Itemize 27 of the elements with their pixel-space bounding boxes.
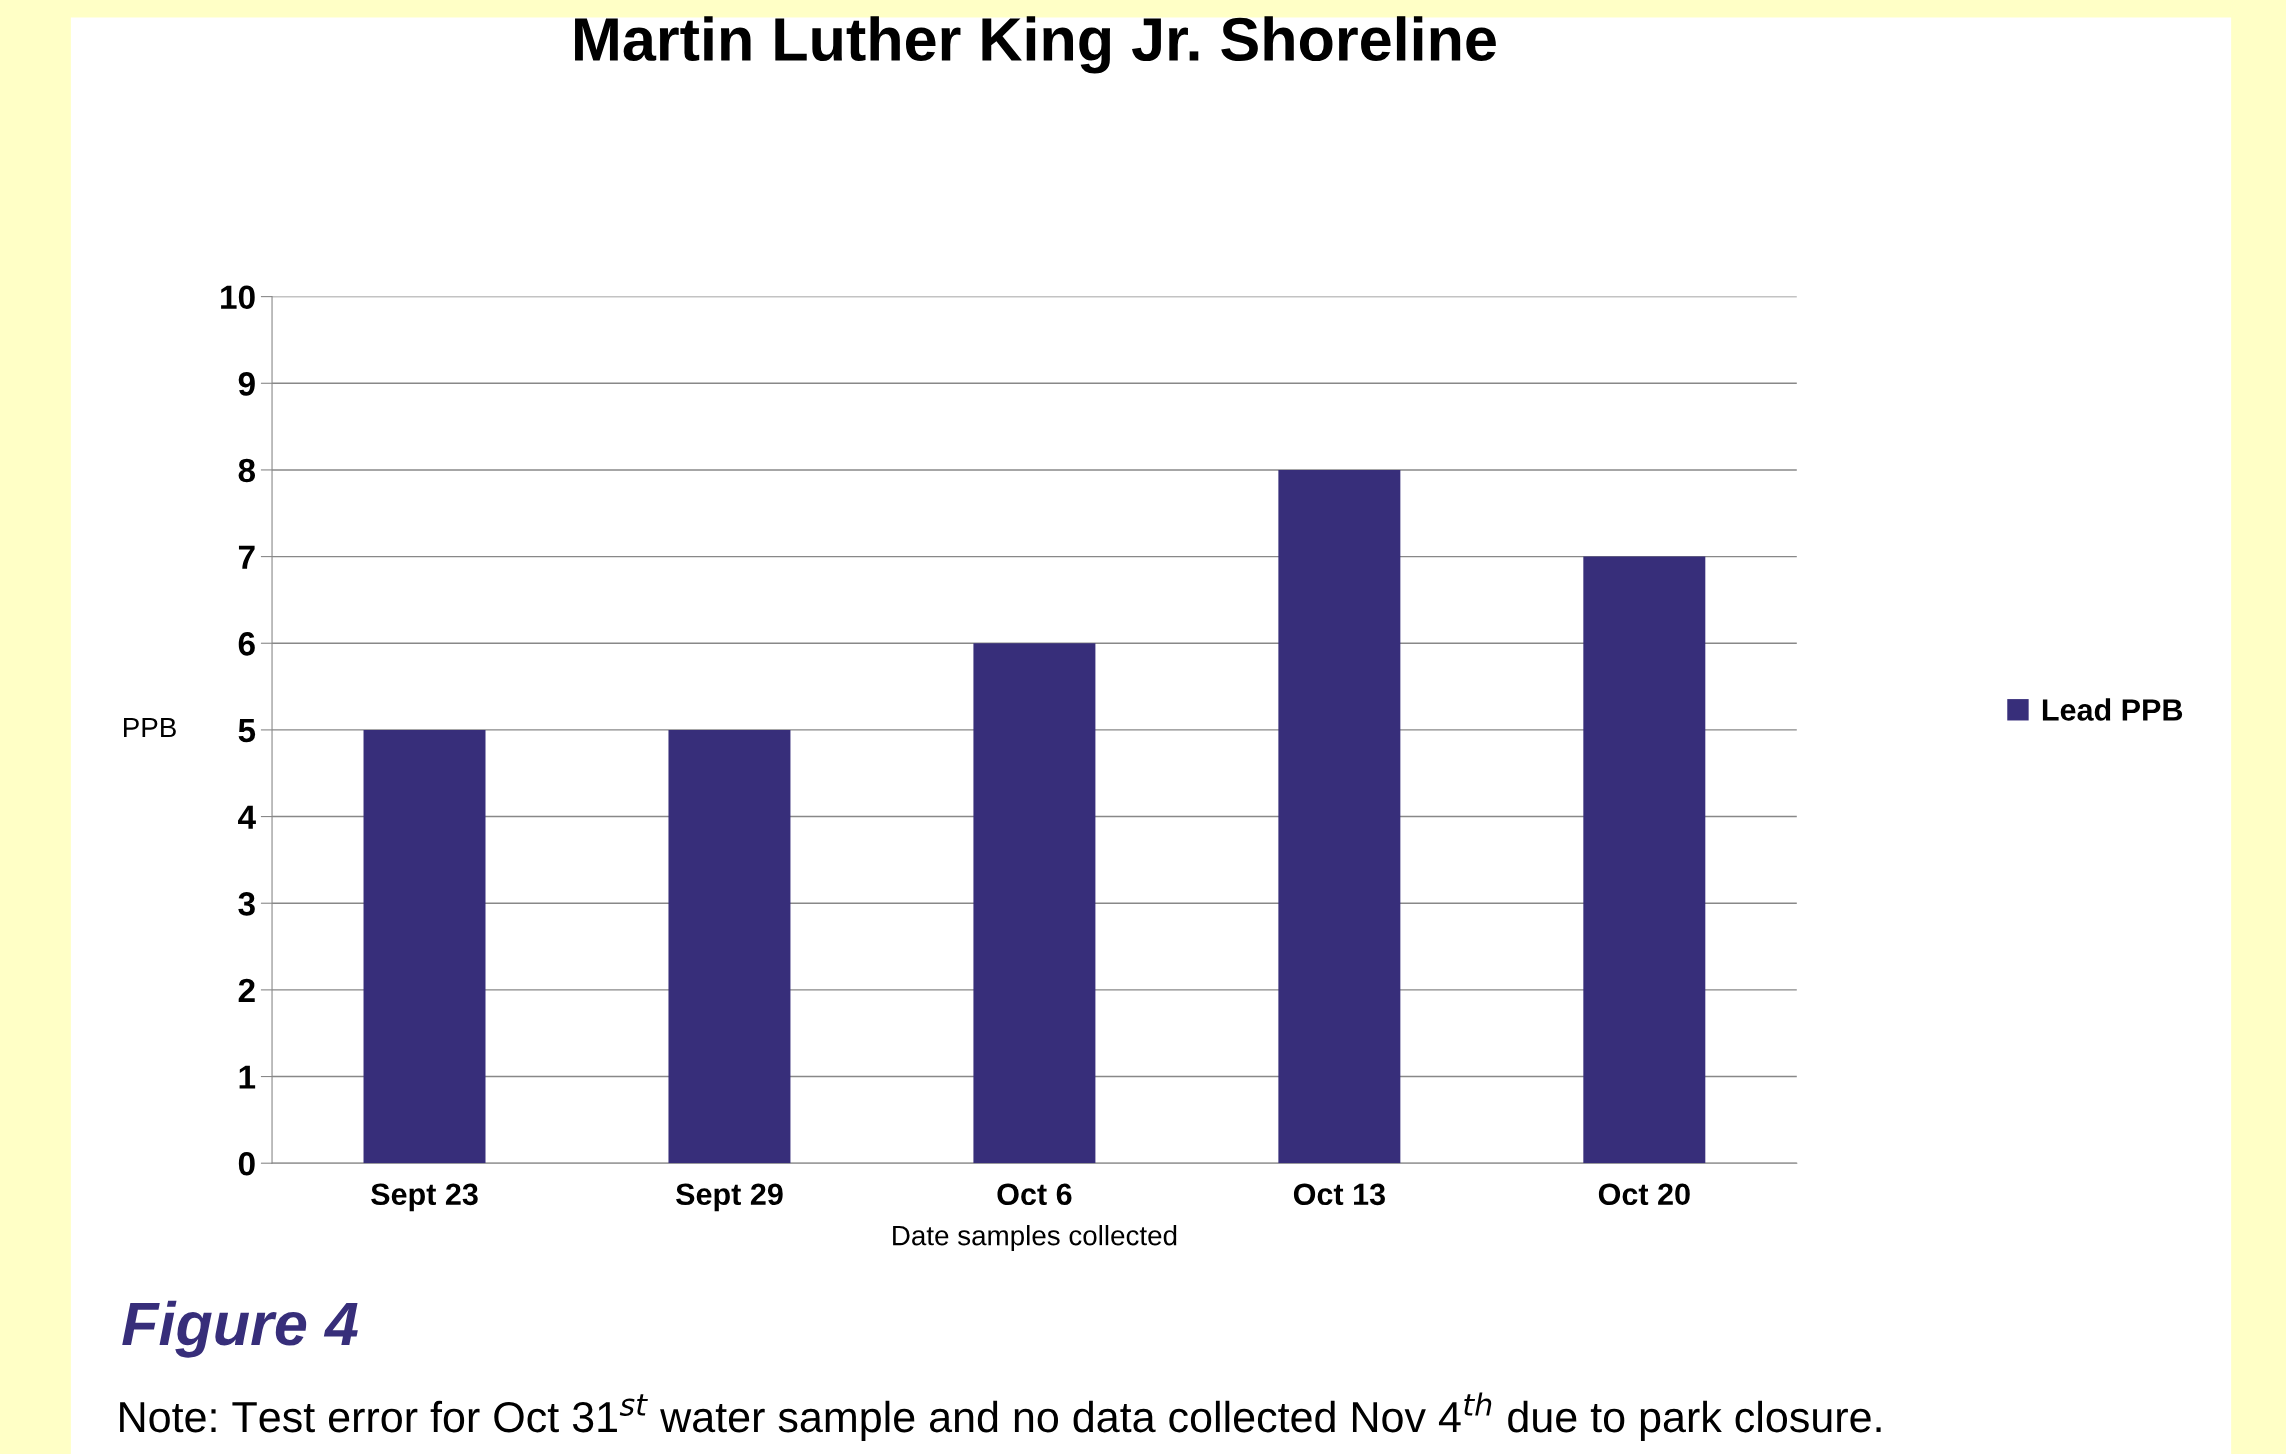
caption: Figure 4	[122, 1300, 358, 1358]
chart-title: Martin Luther King Jr. Shoreline	[575, 16, 1496, 74]
y-tick-label: 6	[238, 632, 255, 656]
bar	[1278, 469, 1401, 1164]
y-tick-label: 9	[238, 372, 255, 396]
x-tick-label: Sept 29	[676, 1183, 783, 1212]
y-tick-label: 2	[238, 978, 255, 1002]
text: Note: Test error for Oct 31$^{st}$ water sample and no data collected Nov 4$^{th}$ due to park closure.	[120, 1392, 1881, 1441]
y-tick-label: 4	[238, 805, 256, 829]
y-tick-label: 7	[238, 545, 255, 569]
bar	[1583, 556, 1706, 1164]
y-tick-label: 5	[238, 719, 256, 743]
x-tick-label: Oct 6	[997, 1183, 1072, 1206]
y-tick-label: 10	[221, 285, 255, 310]
x-tick-label: Sept 23	[371, 1183, 478, 1212]
x-axis-title: Date samples collected	[893, 1225, 1177, 1251]
y-tick-label: 8	[238, 458, 256, 483]
bar	[668, 729, 791, 1164]
y-tick-label: 1	[239, 1065, 256, 1089]
bar	[973, 643, 1096, 1164]
y-tick-label: 3	[238, 892, 255, 916]
x-tick-label: Oct 20	[1598, 1183, 1690, 1206]
legend-label: Lead PPB	[2042, 698, 2183, 721]
bar	[363, 729, 486, 1164]
x-tick-label: Oct 13	[1293, 1183, 1385, 1206]
y-axis-title: PPB	[124, 717, 176, 738]
y-tick-label: 0	[238, 1152, 255, 1176]
